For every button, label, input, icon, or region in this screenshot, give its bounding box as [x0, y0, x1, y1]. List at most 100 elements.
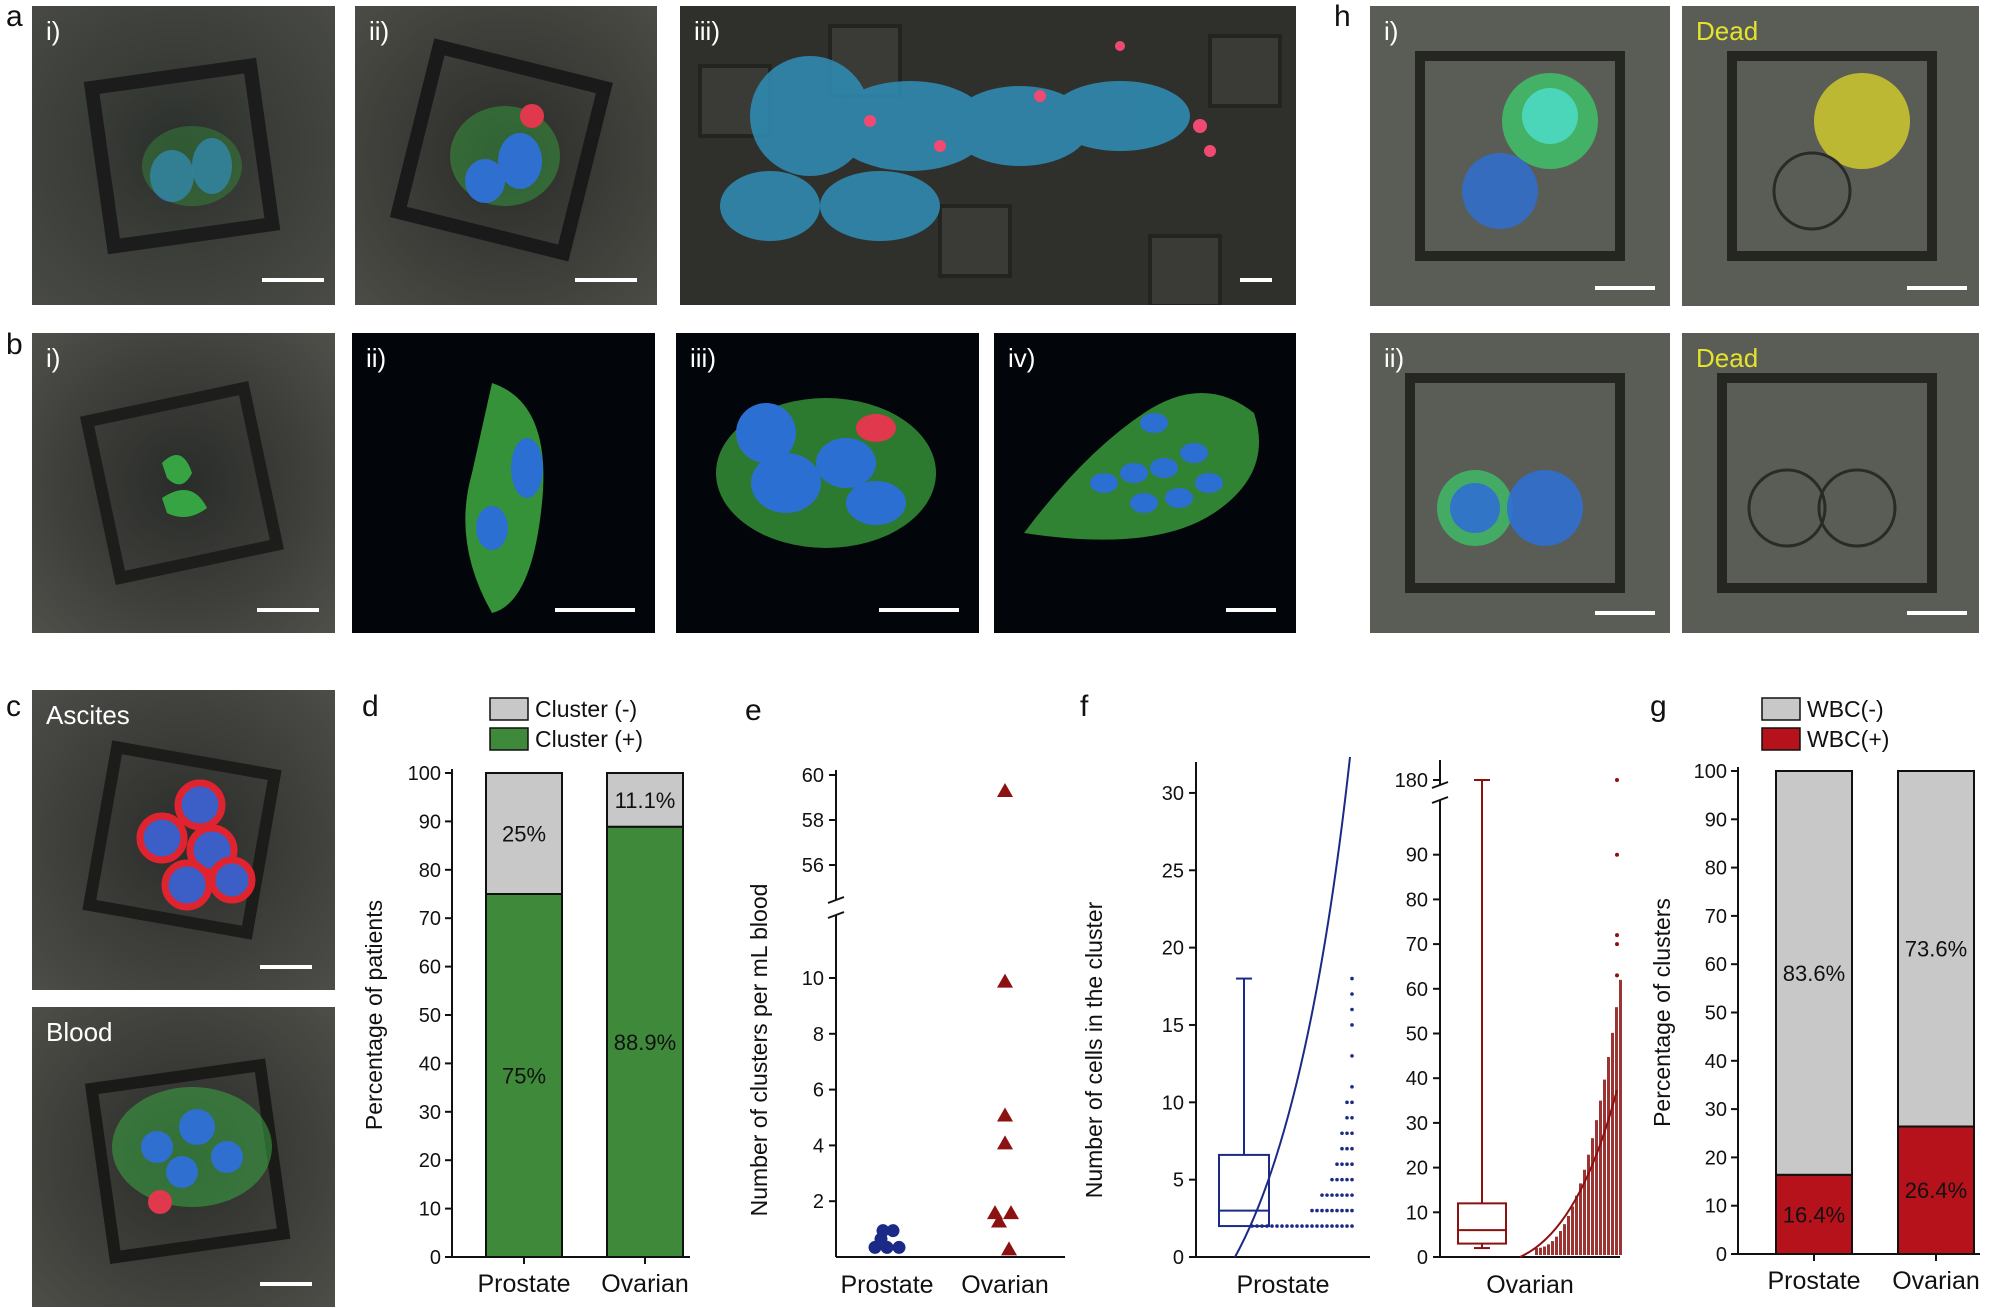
y-tick-label: 80 [1705, 858, 1727, 880]
y-tick-label: 80 [1406, 889, 1428, 911]
bar-wbc- [1897, 770, 1975, 1128]
label-b-i: i) [46, 343, 61, 373]
data-point [1345, 1193, 1349, 1197]
data-point [1340, 1208, 1344, 1213]
axis-break [1431, 781, 1449, 789]
data-column [1607, 1056, 1610, 1255]
panel-letter-h: h [1334, 0, 1351, 33]
label-h-i: i) [1384, 16, 1399, 46]
data-point [1335, 1224, 1339, 1228]
bar-cluster- [485, 772, 563, 895]
y-tick-label: 10 [419, 1199, 441, 1221]
scale-bar [260, 1282, 312, 1286]
y-tick-label: 90 [419, 811, 441, 833]
micrograph-h-ii-merge: ii) [1370, 333, 1670, 633]
micrograph-h-i-dead: Dead [1682, 6, 1979, 306]
y-tick-label: 4 [813, 1135, 824, 1157]
y-tick-label: 6 [813, 1080, 824, 1102]
data-column [1539, 1247, 1542, 1255]
data-point-ovarian [997, 1135, 1013, 1150]
data-column [1579, 1183, 1582, 1255]
data-column [1571, 1206, 1574, 1255]
data-point [1325, 1208, 1329, 1213]
y-tick-label: 30 [1705, 1099, 1727, 1121]
data-point [1340, 1146, 1344, 1151]
data-column [1559, 1231, 1562, 1255]
micrograph-h-ii-dead: Dead [1682, 333, 1979, 633]
data-point [1295, 1224, 1299, 1228]
micrograph-c-ascites: Ascites [32, 690, 335, 990]
x-tick-label: Ovarian [1892, 1267, 1980, 1295]
legend-label: Cluster (-) [535, 696, 637, 722]
distribution-curve [1234, 756, 1351, 1258]
data-point [1320, 1208, 1324, 1213]
chart-g: 0 10 20 30 40 50 60 70 80 90 100 Percentage of clus… [1650, 696, 1980, 1295]
data-column [1547, 1244, 1550, 1255]
data-label: 25% [502, 822, 546, 847]
data-point [1325, 1193, 1329, 1197]
data-column [1575, 1195, 1578, 1255]
y-tick-label: 50 [1705, 1003, 1727, 1025]
scale-bar [555, 608, 635, 612]
data-label: 16.4% [1783, 1202, 1845, 1227]
data-point [1335, 1177, 1339, 1182]
data-column [1587, 1154, 1590, 1255]
y-tick-label: 100 [408, 763, 441, 785]
data-point [1345, 1115, 1349, 1120]
micrograph-b-i: i) [32, 333, 335, 633]
x-tick-label: Prostate [1236, 1271, 1329, 1299]
y-tick-label: 180 [1395, 770, 1428, 792]
y-axis-label: Percentage of clusters [1650, 898, 1675, 1127]
data-column [1615, 1007, 1618, 1255]
legend-swatch [489, 697, 529, 721]
legend-swatch [1761, 697, 1801, 721]
data-point-prostate [886, 1224, 900, 1238]
scale-bar [1240, 278, 1272, 282]
y-tick-label: 50 [419, 1005, 441, 1027]
data-label: 73.6% [1905, 937, 1967, 962]
data-label: 83.6% [1783, 961, 1845, 986]
micrograph-h-i-merge: i) [1370, 6, 1670, 306]
data-point-ovarian [987, 1205, 1003, 1220]
bar-cluster- [606, 772, 684, 828]
data-point [1300, 1224, 1304, 1228]
data-column [1603, 1079, 1606, 1255]
x-tick-label: Prostate [1767, 1267, 1860, 1295]
scale-bar [879, 608, 959, 612]
y-tick-label: 15 [1162, 1015, 1184, 1037]
data-point [1280, 1224, 1284, 1228]
data-point [1320, 1193, 1324, 1197]
data-column [1583, 1169, 1586, 1255]
data-point [1265, 1224, 1269, 1228]
data-label: 11.1% [615, 788, 676, 813]
data-point [1350, 1115, 1354, 1120]
y-tick-label: 5 [1173, 1170, 1184, 1192]
chart-d: 0 10 20 30 40 50 60 70 80 90 100 Percentage of pati… [361, 696, 690, 1298]
y-tick-label: 20 [1406, 1158, 1428, 1180]
data-column [1555, 1236, 1558, 1255]
scale-bar [262, 278, 324, 282]
y-tick-label: 70 [419, 908, 441, 930]
micrograph-a-i: i) [32, 6, 335, 305]
label-c-blood: Blood [46, 1017, 113, 1047]
data-point [1315, 1224, 1319, 1228]
y-tick-label: 10 [1705, 1196, 1727, 1218]
data-point [1310, 1208, 1314, 1213]
box [1457, 1202, 1507, 1245]
data-column [1551, 1241, 1554, 1255]
y-tick-label: 20 [1162, 938, 1184, 960]
data-point [1350, 1224, 1354, 1228]
data-point [1335, 1162, 1339, 1166]
y-tick-label: 40 [1705, 1051, 1727, 1073]
data-point [1615, 933, 1619, 938]
x-tick-label: Prostate [477, 1270, 570, 1298]
chart-f: Number of cells in the cluster 0 5 10 15 20 25… [1081, 756, 1622, 1299]
bar-wbc+ [1775, 1173, 1853, 1255]
data-column [1611, 1032, 1614, 1255]
label-c-ascites: Ascites [46, 700, 130, 730]
data-column [1599, 1100, 1602, 1255]
y-tick-label: 58 [802, 810, 824, 832]
y-tick-label: 8 [813, 1024, 824, 1046]
y-tick-label: 60 [1406, 979, 1428, 1001]
data-column [1619, 979, 1622, 1255]
